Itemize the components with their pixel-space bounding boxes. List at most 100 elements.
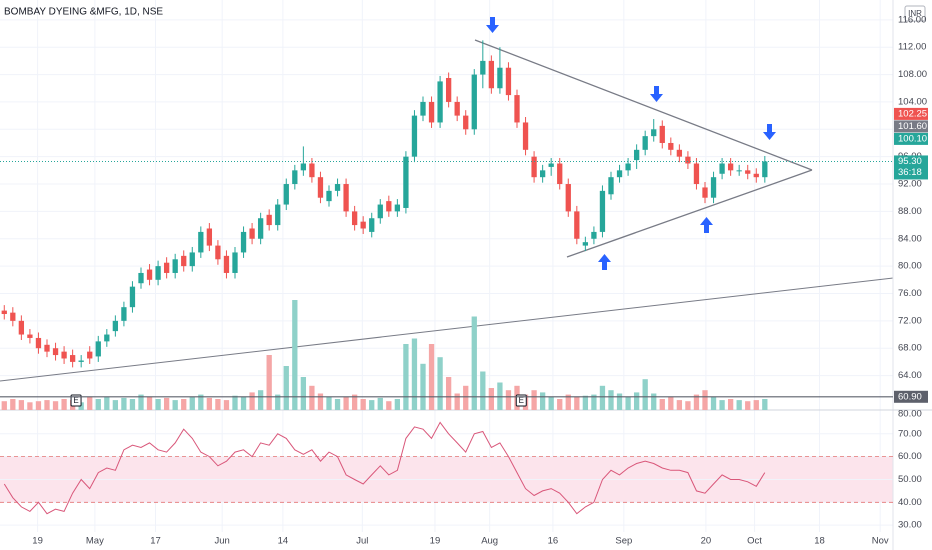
volume-bar xyxy=(616,393,623,410)
arrow-down xyxy=(486,17,499,33)
candle-body xyxy=(223,255,230,273)
price-label-bg xyxy=(894,155,928,180)
candle-body xyxy=(18,320,25,335)
volume-bar xyxy=(668,396,674,410)
volume-bar xyxy=(548,396,554,410)
candle-body xyxy=(44,344,50,352)
candle-body xyxy=(719,163,725,174)
candle-body xyxy=(95,341,101,357)
candle-body xyxy=(27,334,33,338)
candle-body xyxy=(198,231,204,253)
candle-body xyxy=(377,204,383,219)
candle-body xyxy=(292,170,298,185)
volume-bar xyxy=(215,399,221,410)
arrow-down xyxy=(650,86,663,102)
volume-bar xyxy=(343,396,349,410)
volume-bar xyxy=(155,399,161,410)
volume-bar xyxy=(411,338,418,410)
candle-body xyxy=(753,173,759,178)
arrow-up xyxy=(700,217,713,233)
candle-body xyxy=(463,115,469,130)
candle-body xyxy=(240,231,247,253)
volume-bar xyxy=(762,399,768,410)
chart-title: BOMBAY DYEING &MFG, 1D, NSE xyxy=(4,7,163,18)
candle-body xyxy=(181,255,187,267)
candle-body xyxy=(78,360,84,362)
x-tick-label: 19 xyxy=(430,536,441,547)
candle-body xyxy=(599,190,606,232)
y-tick-label: 88.00 xyxy=(898,206,922,217)
candle-body xyxy=(232,252,238,273)
candle-body xyxy=(138,272,144,284)
candle-body xyxy=(471,74,477,130)
volume-bar xyxy=(121,397,127,410)
candle-body xyxy=(206,228,213,246)
volume-bar xyxy=(531,390,537,410)
candle-body xyxy=(394,204,401,212)
volume-bar xyxy=(206,397,213,410)
volume-bar xyxy=(642,379,648,410)
candle-body xyxy=(616,170,623,178)
candle-body xyxy=(189,252,195,267)
volume-bar xyxy=(574,396,580,410)
y-tick-label: 80.00 xyxy=(898,261,922,272)
candle-body xyxy=(215,245,221,260)
volume-bar xyxy=(78,402,84,410)
candle-body xyxy=(642,136,648,150)
x-tick-label: 14 xyxy=(278,536,289,547)
volume-bar xyxy=(625,396,631,410)
candle-body xyxy=(668,142,674,150)
volume-bar xyxy=(1,401,7,410)
volume-bar xyxy=(539,392,546,410)
y-tick-label: 70.00 xyxy=(898,428,922,439)
volume-bar xyxy=(87,396,93,410)
volume-bar xyxy=(198,394,204,410)
candle-body xyxy=(334,184,341,191)
volume-bar xyxy=(488,388,495,410)
volume-bar xyxy=(557,399,563,410)
candle-body xyxy=(693,163,700,185)
currency: INR xyxy=(908,9,922,18)
candle-body xyxy=(155,266,161,280)
volume-bar xyxy=(266,355,272,410)
volume-bar xyxy=(27,402,33,410)
volume-bar xyxy=(428,344,435,410)
candle-body xyxy=(745,170,751,174)
volume-bar xyxy=(138,394,144,410)
countdown: 36:18 xyxy=(898,167,922,178)
volume-bar xyxy=(582,395,589,410)
candle-body xyxy=(112,320,119,332)
y-tick-label: 80.00 xyxy=(898,409,922,420)
price-label: 95.30 xyxy=(898,156,922,167)
volume-bar xyxy=(112,400,119,410)
price-label: 60.90 xyxy=(898,391,922,402)
volume-bar xyxy=(693,394,700,410)
candle-body xyxy=(574,211,580,239)
candle-body xyxy=(275,204,281,226)
y-tick-label: 40.00 xyxy=(898,497,922,508)
candle-body xyxy=(625,163,631,171)
candle-body xyxy=(317,177,324,198)
volume-bar xyxy=(505,390,512,410)
x-tick-label: 19 xyxy=(32,536,43,547)
y-tick-label: 64.00 xyxy=(898,370,922,381)
candle-body xyxy=(676,149,683,157)
volume-bar xyxy=(61,399,67,410)
candle-body xyxy=(163,262,170,273)
volume-bar xyxy=(745,401,751,410)
volume-bar xyxy=(599,385,606,410)
x-tick-label: Jul xyxy=(356,536,368,547)
candle-body xyxy=(266,214,272,226)
volume-bar xyxy=(35,401,42,410)
price-label: 102.25 xyxy=(898,108,927,119)
volume-bar xyxy=(445,377,452,410)
candle-body xyxy=(727,163,734,171)
volume-bar xyxy=(386,401,392,410)
candle-body xyxy=(369,218,375,232)
volume-bar xyxy=(44,400,50,410)
volume-bar xyxy=(454,393,460,410)
candle-body xyxy=(548,163,554,167)
candle-body xyxy=(35,337,42,349)
candle-body xyxy=(702,187,708,198)
